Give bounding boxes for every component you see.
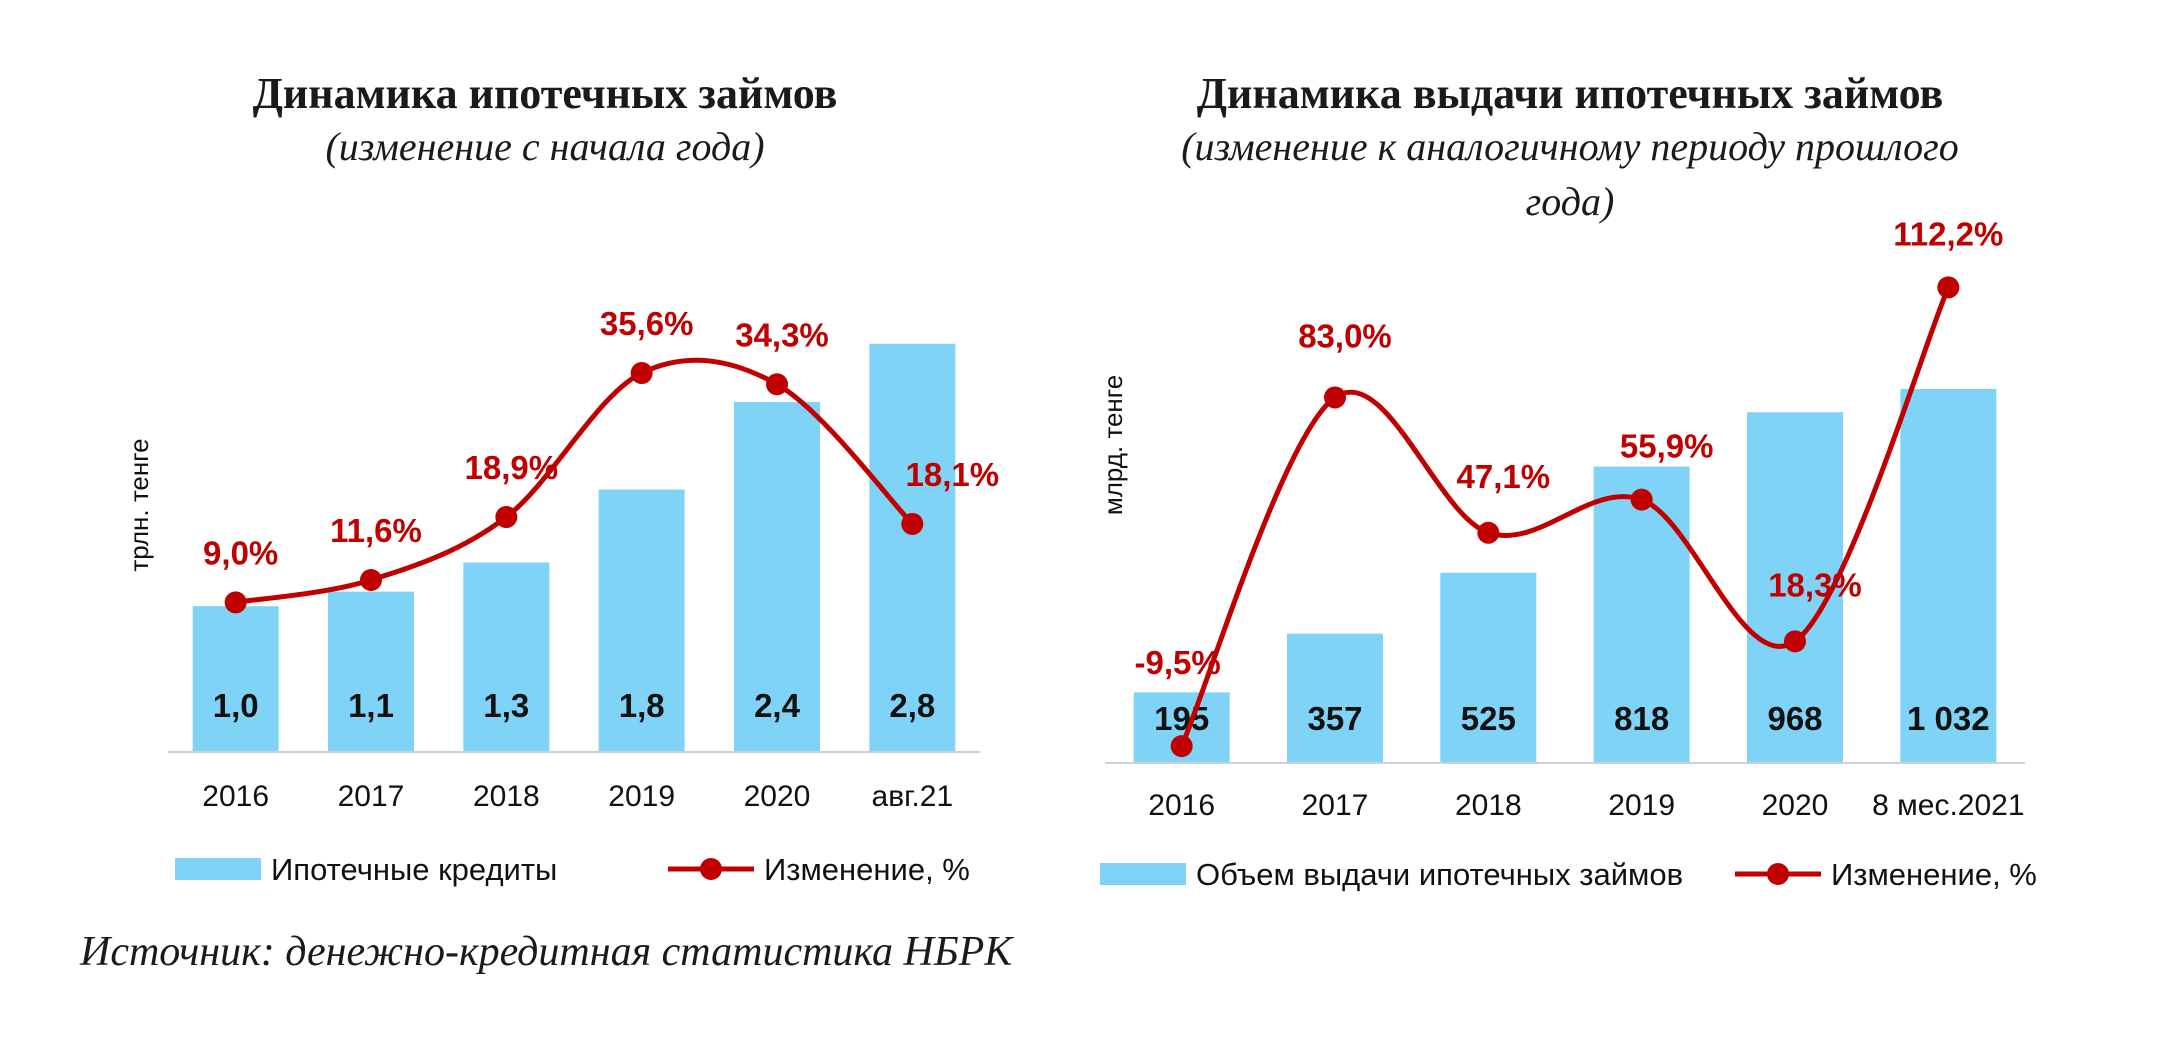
bar-value-label: 357 <box>1307 700 1362 737</box>
x-tick-label: авг.21 <box>872 780 954 813</box>
change-line <box>1179 286 1951 748</box>
change-point <box>495 506 518 529</box>
change-value-label: 18,3% <box>1768 566 1862 603</box>
change-point <box>224 591 247 614</box>
legend-bar-swatch <box>175 858 261 880</box>
change-value-label: -9,5% <box>1135 644 1221 681</box>
bar-value-label: 818 <box>1614 700 1669 737</box>
legend-line-label: Изменение, % <box>1831 857 2037 892</box>
change-point <box>1784 630 1806 653</box>
bar <box>1593 466 1690 763</box>
x-tick-label: 2017 <box>338 780 405 813</box>
y-axis-label: млрд. тенге <box>1098 375 1128 515</box>
legend-bar-label: Объем выдачи ипотечных займов <box>1196 857 1683 892</box>
legend-line-marker <box>1767 863 1789 885</box>
legend-bar-label: Ипотечные кредиты <box>271 852 557 887</box>
x-tick-label: 2017 <box>1302 789 1369 822</box>
x-tick-label: 2018 <box>473 780 540 813</box>
bar <box>734 402 820 752</box>
change-point <box>630 362 653 385</box>
y-axis-label: трлн. тенге <box>124 438 154 571</box>
change-point <box>766 373 788 396</box>
chart-subtitle: (изменение с начала года) <box>325 124 764 169</box>
change-point <box>1477 521 1500 544</box>
change-point <box>360 568 382 591</box>
source-note: Источник: денежно-кредитная статистика Н… <box>79 929 1014 975</box>
legend-line-label: Изменение, % <box>764 852 970 887</box>
x-tick-label: 2019 <box>1608 789 1675 822</box>
x-tick-label: 2016 <box>1148 789 1215 822</box>
bar <box>1747 412 1843 763</box>
bar <box>328 591 414 752</box>
x-tick-label: 2020 <box>1762 789 1829 822</box>
x-tick-label: 8 мес.2021 <box>1872 789 2024 822</box>
change-value-label: 55,9% <box>1620 428 1714 465</box>
bar <box>1287 633 1383 763</box>
bar-value-label: 1,3 <box>483 687 529 724</box>
chart-subtitle: (изменение к аналогичному периоду прошло… <box>1181 124 1959 169</box>
change-value-label: 35,6% <box>600 305 694 342</box>
bar-value-label: 1,1 <box>348 687 394 724</box>
x-tick-label: 2020 <box>744 780 811 813</box>
bar <box>869 343 956 752</box>
change-value-label: 18,9% <box>465 449 559 486</box>
change-value-label: 47,1% <box>1457 458 1551 495</box>
bar <box>463 562 550 752</box>
change-point <box>901 512 924 535</box>
bar-value-label: 968 <box>1767 700 1822 737</box>
change-value-label: 34,3% <box>735 316 829 353</box>
change-point <box>1324 386 1346 409</box>
x-tick-label: 2018 <box>1455 789 1522 822</box>
x-tick-label: 2019 <box>608 780 675 813</box>
change-value-label: 83,0% <box>1298 317 1392 354</box>
change-point <box>1937 276 1960 299</box>
chart-title: Динамика выдачи ипотечных займов <box>1197 69 1944 118</box>
legend-line-marker <box>700 858 722 880</box>
change-value-label: 18,1% <box>906 456 1000 493</box>
bar-value-label: 1,8 <box>619 687 665 724</box>
bar-value-label: 2,4 <box>754 687 801 724</box>
bar-value-label: 1,0 <box>213 687 259 724</box>
bar-value-label: 195 <box>1154 700 1209 737</box>
bar <box>1900 389 1997 763</box>
legend-bar-swatch <box>1100 863 1186 885</box>
chart-title: Динамика ипотечных займов <box>253 69 838 118</box>
change-value-label: 9,0% <box>203 534 278 571</box>
change-point <box>1630 488 1653 511</box>
bar-value-label: 1 032 <box>1907 700 1990 737</box>
chart-subtitle: года) <box>1526 179 1615 224</box>
x-tick-label: 2016 <box>202 780 269 813</box>
bar-value-label: 525 <box>1461 700 1516 737</box>
bar <box>1440 572 1537 763</box>
mortgage-loans-chart: Динамика ипотечных займов (изменение с на… <box>124 69 999 887</box>
bar-value-label: 2,8 <box>889 687 935 724</box>
change-value-label: 112,2% <box>1893 215 2003 252</box>
bar <box>192 606 279 752</box>
change-value-label: 11,6% <box>330 512 422 549</box>
change-point <box>1170 735 1193 758</box>
bar <box>598 489 685 752</box>
mortgage-issuance-chart: Динамика выдачи ипотечных займов (изменен… <box>1098 69 2037 892</box>
